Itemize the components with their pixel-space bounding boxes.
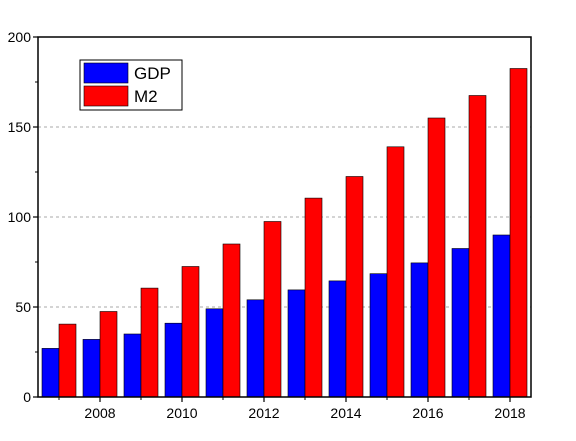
bars bbox=[41, 68, 528, 398]
x-tick-label-2018: 2018 bbox=[494, 405, 525, 421]
y-tick-label-100: 100 bbox=[8, 209, 32, 225]
legend-label-m2: M2 bbox=[134, 87, 158, 106]
bar-gdp-2018 bbox=[492, 234, 511, 398]
bar-gdp-2010 bbox=[164, 322, 183, 398]
bar-m2-2013 bbox=[304, 197, 323, 398]
bar-m2-2015 bbox=[386, 146, 405, 398]
bar-gdp-2015 bbox=[369, 273, 388, 398]
bar-gdp-2016 bbox=[410, 262, 429, 398]
y-tick-label-200: 200 bbox=[8, 29, 32, 45]
bar-m2-2011 bbox=[222, 243, 241, 398]
bar-gdp-2011 bbox=[205, 308, 224, 398]
legend: GDP M2 bbox=[79, 59, 183, 111]
bar-gdp-2009 bbox=[123, 333, 142, 398]
x-tick-label-2014: 2014 bbox=[330, 405, 361, 421]
bar-m2-2007 bbox=[58, 323, 77, 398]
legend-swatch-m2 bbox=[83, 85, 129, 107]
bar-gdp-2007 bbox=[41, 348, 60, 398]
y-tick-label-150: 150 bbox=[8, 119, 32, 135]
bar-m2-2009 bbox=[140, 287, 159, 398]
bar-m2-2017 bbox=[468, 95, 487, 398]
x-tick-label-2010: 2010 bbox=[166, 405, 197, 421]
bar-m2-2018 bbox=[509, 68, 528, 398]
x-tick-label-2012: 2012 bbox=[248, 405, 279, 421]
x-tick-label-2008: 2008 bbox=[84, 405, 115, 421]
bar-m2-2012 bbox=[263, 221, 282, 398]
bar-gdp-2013 bbox=[287, 289, 306, 398]
y-tick-label-0: 0 bbox=[23, 389, 31, 405]
bar-m2-2010 bbox=[181, 266, 200, 398]
y-tick-label-50: 50 bbox=[15, 299, 31, 315]
bar-m2-2016 bbox=[427, 117, 446, 398]
bar-m2-2014 bbox=[345, 176, 364, 398]
bar-gdp-2012 bbox=[246, 299, 265, 398]
x-tick-label-2016: 2016 bbox=[412, 405, 443, 421]
bar-m2-2008 bbox=[99, 311, 118, 398]
axis-ticks: 0 50 100 150 200 2008 2010 2012 2014 2016 2018 bbox=[8, 29, 526, 421]
legend-label-gdp: GDP bbox=[134, 64, 171, 83]
bar-gdp-2017 bbox=[451, 248, 470, 398]
grid-lines bbox=[38, 126, 531, 308]
bar-gdp-2014 bbox=[328, 280, 347, 398]
bar-gdp-2008 bbox=[82, 339, 101, 398]
legend-swatch-gdp bbox=[83, 62, 129, 84]
